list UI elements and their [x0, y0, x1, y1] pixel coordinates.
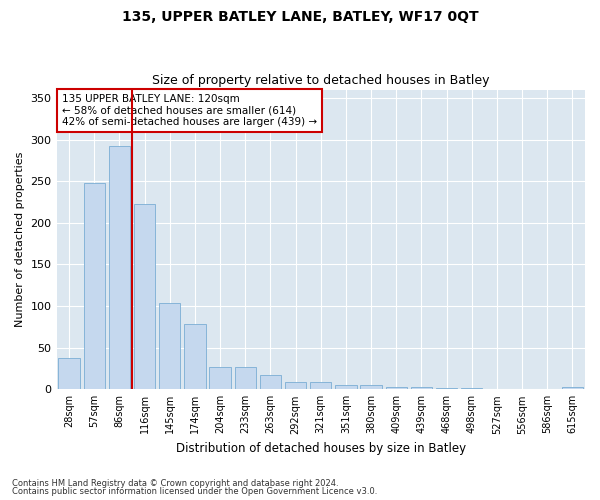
Text: 135 UPPER BATLEY LANE: 120sqm
← 58% of detached houses are smaller (614)
42% of : 135 UPPER BATLEY LANE: 120sqm ← 58% of d… [62, 94, 317, 128]
X-axis label: Distribution of detached houses by size in Batley: Distribution of detached houses by size … [176, 442, 466, 455]
Bar [235, 367, 256, 390]
Text: Contains HM Land Registry data © Crown copyright and database right 2024.: Contains HM Land Registry data © Crown c… [12, 478, 338, 488]
Bar [285, 382, 307, 390]
Bar [386, 387, 407, 390]
Bar [562, 387, 583, 390]
Bar [58, 358, 80, 390]
Bar [184, 324, 206, 390]
Text: Contains public sector information licensed under the Open Government Licence v3: Contains public sector information licen… [12, 487, 377, 496]
Y-axis label: Number of detached properties: Number of detached properties [15, 152, 25, 327]
Bar [411, 387, 432, 390]
Bar [436, 388, 457, 390]
Bar [260, 375, 281, 390]
Bar [310, 382, 331, 390]
Bar [361, 385, 382, 390]
Bar [109, 146, 130, 390]
Bar [209, 367, 231, 390]
Bar [159, 302, 181, 390]
Title: Size of property relative to detached houses in Batley: Size of property relative to detached ho… [152, 74, 490, 87]
Text: 135, UPPER BATLEY LANE, BATLEY, WF17 0QT: 135, UPPER BATLEY LANE, BATLEY, WF17 0QT [122, 10, 478, 24]
Bar [335, 385, 356, 390]
Bar [83, 183, 105, 390]
Bar [461, 388, 482, 390]
Bar [134, 204, 155, 390]
